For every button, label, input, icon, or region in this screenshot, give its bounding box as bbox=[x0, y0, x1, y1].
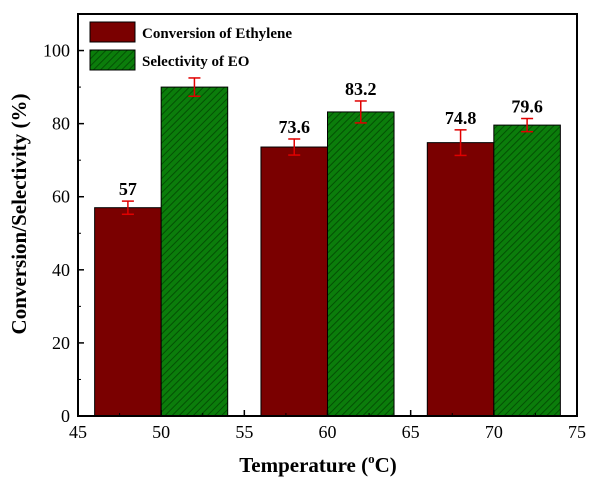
bar-selectivity-60 bbox=[327, 111, 395, 417]
x-tick-label: 75 bbox=[568, 422, 586, 442]
y-axis-title: Conversion/Selectivity (%) bbox=[7, 94, 31, 335]
bar-selectivity-70 bbox=[493, 124, 561, 417]
y-tick-label: 60 bbox=[52, 187, 70, 207]
x-axis-title-text: Temperature ( bbox=[239, 453, 368, 477]
ticks-layer: 45 50 55 60 65 70 75 0 20 40 60 80 100 bbox=[43, 41, 586, 442]
x-tick-label: 60 bbox=[319, 422, 337, 442]
x-axis-title-unit: C) bbox=[375, 453, 397, 477]
legend-swatch-selectivity bbox=[89, 49, 136, 71]
y-tick-label: 0 bbox=[61, 406, 70, 426]
x-tick-label: 65 bbox=[402, 422, 420, 442]
legend-swatch-conversion bbox=[89, 21, 136, 43]
data-label: 57 bbox=[119, 179, 137, 199]
legend-label: Conversion of Ethylene bbox=[142, 26, 292, 42]
bar-conversion-50 bbox=[94, 207, 162, 417]
data-label: 74.8 bbox=[445, 108, 477, 128]
legend: Conversion of Ethylene Selectivity of EO bbox=[89, 21, 292, 71]
data-label: 73.6 bbox=[278, 117, 310, 137]
legend-label: Selectivity of EO bbox=[142, 54, 249, 70]
bar-conversion-60 bbox=[260, 146, 329, 417]
y-tick-label: 100 bbox=[43, 41, 70, 61]
x-tick-label: 45 bbox=[69, 422, 87, 442]
data-label: 83.2 bbox=[345, 79, 377, 99]
bars-layer bbox=[94, 86, 561, 417]
x-axis-title: Temperature (oC) bbox=[239, 451, 397, 477]
bar-selectivity-50 bbox=[160, 86, 229, 417]
x-tick-label: 55 bbox=[235, 422, 253, 442]
error-bars-layer bbox=[121, 77, 534, 216]
y-tick-label: 20 bbox=[52, 333, 70, 353]
data-labels-layer: 57 73.6 74.8 83.2 79.6 bbox=[119, 79, 543, 199]
y-tick-label: 40 bbox=[52, 260, 70, 280]
data-label: 79.6 bbox=[511, 97, 543, 117]
x-tick-label: 70 bbox=[485, 422, 503, 442]
x-axis-title-degree: o bbox=[368, 451, 375, 466]
bar-conversion-70 bbox=[426, 142, 495, 417]
x-tick-label: 50 bbox=[152, 422, 170, 442]
y-tick-label: 80 bbox=[52, 114, 70, 134]
